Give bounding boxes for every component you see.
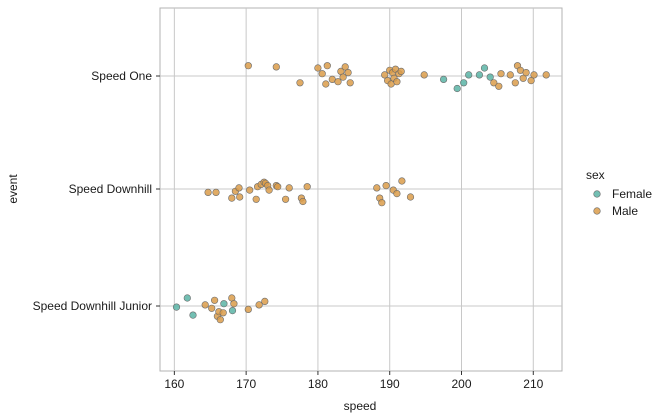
data-point-male	[322, 80, 330, 88]
data-point-male	[261, 297, 269, 306]
data-point-female	[172, 303, 181, 311]
grid	[159, 7, 563, 372]
data-point-male	[272, 63, 280, 71]
x-axis-title: speed	[344, 399, 377, 413]
data-point-male	[344, 68, 352, 77]
data-point-female	[460, 79, 468, 87]
data-point-male	[519, 74, 527, 82]
data-point-male	[235, 184, 243, 192]
data-point-male	[244, 62, 252, 70]
data-point-male	[212, 188, 220, 196]
data-point-male	[246, 186, 254, 194]
data-point-female	[453, 84, 461, 93]
data-point-male	[236, 193, 244, 201]
data-point-male	[381, 71, 389, 79]
data-point-male	[373, 184, 381, 192]
data-point-male	[495, 82, 503, 90]
legend-title: sex	[586, 168, 605, 182]
data-point-male	[397, 67, 405, 75]
data-point-male	[490, 79, 498, 87]
y-axis: Speed One Speed Downhill Speed Downhill Ju…	[33, 69, 160, 313]
x-tick-label: 170	[236, 377, 256, 391]
x-tick-label: 200	[451, 377, 471, 391]
x-axis: 160 170 180 190 200 210	[164, 371, 544, 391]
data-point-male	[230, 300, 238, 308]
x-tick-label: 210	[523, 377, 543, 391]
data-point-male	[346, 79, 354, 87]
y-axis-title: event	[6, 174, 20, 204]
data-point-male	[244, 305, 252, 314]
data-point-male	[497, 70, 505, 78]
data-point-male	[420, 71, 428, 79]
data-point-male	[506, 71, 514, 79]
legend-label-female: Female	[612, 187, 652, 201]
data-point-male	[339, 73, 347, 81]
data-point-male	[296, 79, 304, 87]
data-point-male	[211, 296, 219, 304]
data-point-female	[228, 307, 237, 315]
data-point-male	[216, 316, 224, 324]
data-point-female	[220, 300, 228, 308]
data-point-male	[398, 177, 406, 185]
legend: sex Female Male	[586, 168, 652, 218]
data-point-male	[334, 78, 342, 86]
data-point-male	[378, 199, 386, 207]
data-point-male	[219, 309, 227, 317]
legend-label-male: Male	[612, 204, 638, 218]
data-point-male	[274, 183, 282, 191]
y-tick-label: Speed One	[91, 69, 152, 83]
data-point-male	[208, 304, 216, 312]
data-point-male	[393, 190, 401, 198]
data-point-male	[228, 194, 236, 202]
data-point-female	[486, 73, 494, 81]
data-point-male	[314, 64, 322, 72]
data-point-female	[475, 71, 484, 79]
data-point-male	[511, 79, 519, 87]
legend-entries: Female Male	[593, 187, 652, 218]
x-tick-label: 190	[380, 377, 400, 391]
data-point-male	[542, 71, 550, 79]
data-point-male	[341, 63, 349, 71]
data-point-male	[527, 76, 535, 85]
data-points	[172, 62, 550, 324]
data-point-female	[183, 294, 191, 302]
data-point-female	[465, 71, 473, 79]
data-point-male	[285, 184, 293, 192]
data-point-male	[323, 62, 331, 70]
data-point-male	[303, 183, 311, 191]
legend-key-male	[593, 207, 601, 215]
data-point-male	[393, 78, 401, 86]
data-point-female	[480, 64, 489, 72]
data-point-male	[204, 188, 212, 196]
y-tick-label: Speed Downhill	[69, 182, 152, 196]
data-point-female	[189, 311, 197, 319]
data-point-male	[282, 195, 290, 203]
data-point-male	[299, 197, 307, 206]
data-point-male	[382, 182, 390, 190]
y-tick-label: Speed Downhill Junior	[33, 299, 152, 313]
x-tick-label: 160	[164, 377, 184, 391]
data-point-male	[522, 68, 530, 77]
x-tick-label: 180	[308, 377, 328, 391]
legend-key-female	[593, 190, 601, 198]
data-point-female	[440, 75, 448, 83]
data-point-male	[318, 70, 326, 78]
data-point-male	[406, 193, 415, 201]
data-point-male	[201, 301, 209, 309]
data-point-male	[530, 71, 538, 79]
data-point-male	[265, 186, 273, 194]
data-point-male	[255, 301, 263, 309]
data-point-male	[252, 195, 260, 203]
